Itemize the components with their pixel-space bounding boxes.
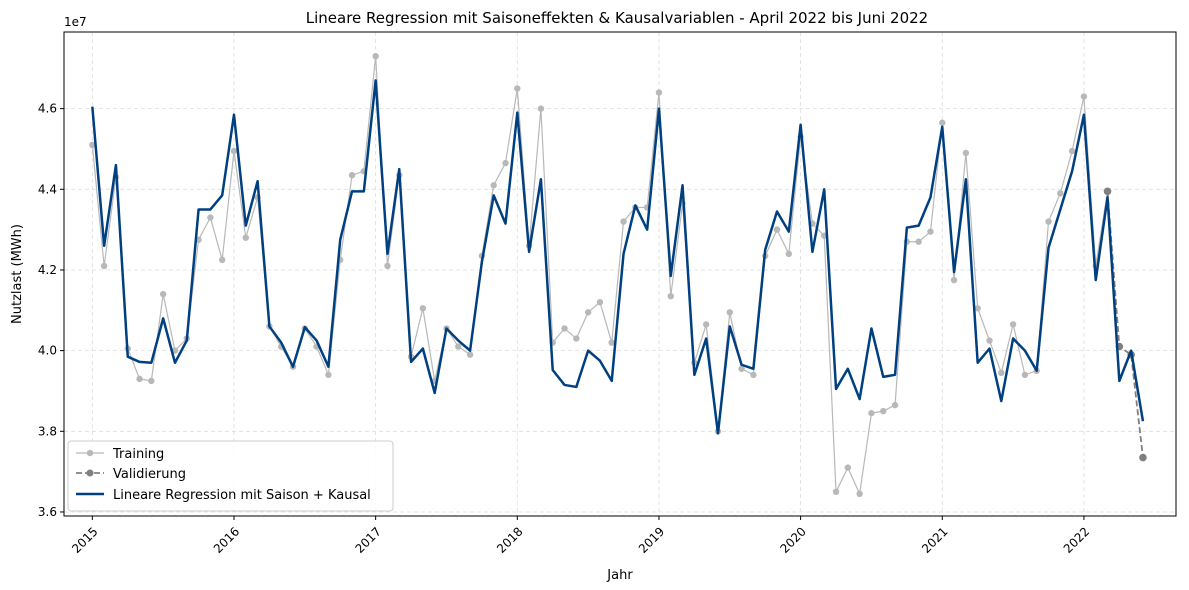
data-point-training	[372, 53, 379, 60]
data-point-training	[785, 250, 793, 258]
y-axis: 3.6 3.8 4.0 4.2 4.4 4.6	[38, 102, 64, 519]
data-point-validierung	[1139, 453, 1147, 462]
data-point-training	[490, 182, 497, 189]
y-tick-label: 3.6	[38, 505, 57, 519]
x-tick-label: 2022	[1061, 524, 1092, 555]
x-axis: 2015 2016 2017 2018 2019 2020 2021 2022	[69, 516, 1092, 556]
data-point-training	[89, 141, 96, 149]
data-point-training	[726, 309, 733, 316]
data-point-training	[1045, 218, 1052, 225]
y-tick-label: 4.6	[38, 102, 57, 116]
data-point-training	[207, 214, 214, 221]
data-point-training	[502, 159, 509, 167]
x-tick-label: 2017	[352, 524, 383, 555]
y-tick-label: 4.0	[38, 344, 57, 358]
data-point-training	[230, 147, 238, 155]
data-point-training	[702, 321, 710, 328]
data-point-training	[159, 290, 167, 298]
data-point-training	[596, 299, 604, 306]
legend-marker-training	[86, 449, 94, 457]
data-point-training	[620, 218, 627, 225]
series-line-training	[91, 55, 1109, 495]
data-point-training	[1009, 321, 1017, 328]
legend-label-regression: Lineare Regression mit Saison + Kausal	[113, 488, 371, 503]
data-point-training	[573, 335, 580, 342]
data-point-training	[561, 325, 568, 332]
y-tick-label: 3.8	[38, 424, 57, 438]
data-point-training	[880, 407, 887, 415]
data-point-training	[466, 351, 474, 358]
data-point-training	[1057, 190, 1064, 197]
chart-title: Lineare Regression mit Saisoneffekten & …	[306, 9, 928, 27]
legend-label-validierung: Validierung	[113, 467, 186, 482]
data-point-training	[844, 464, 852, 471]
data-point-training	[136, 375, 143, 383]
data-point-training	[608, 339, 615, 346]
data-point-training	[325, 371, 332, 379]
x-tick-label: 2018	[494, 524, 525, 555]
data-point-training	[537, 105, 545, 112]
data-point-training	[419, 305, 427, 312]
data-point-training	[974, 305, 981, 312]
series-layer	[89, 53, 1147, 498]
data-point-training	[750, 371, 757, 379]
y-axis-label: Nutzlast (MWh)	[10, 224, 25, 324]
data-point-training	[856, 490, 863, 498]
data-point-training	[148, 377, 155, 385]
legend-entry-training: Training	[76, 447, 164, 462]
x-tick-label: 2015	[69, 524, 100, 555]
data-point-training	[915, 238, 922, 245]
data-point-training	[1021, 371, 1029, 379]
x-tick-label: 2019	[636, 524, 667, 555]
data-point-training	[950, 276, 958, 284]
y-tick-label: 4.2	[38, 263, 57, 277]
legend-box	[67, 440, 394, 512]
legend-entry-validierung: Validierung	[76, 467, 186, 482]
data-point-training	[655, 89, 663, 96]
data-point-training	[1080, 93, 1088, 100]
legend-label-training: Training	[112, 447, 164, 462]
data-point-training	[738, 365, 745, 372]
data-point-training	[986, 337, 993, 344]
data-point-training	[939, 119, 946, 126]
data-point-training	[998, 369, 1005, 377]
data-point-training	[100, 262, 108, 270]
data-point-training	[218, 256, 226, 264]
data-point-training	[242, 234, 249, 241]
data-point-training	[868, 409, 875, 417]
x-tick-label: 2021	[919, 524, 950, 555]
data-point-training	[891, 401, 899, 409]
data-point-training	[514, 85, 521, 92]
series-line-regression	[91, 79, 1145, 435]
x-tick-label: 2016	[211, 524, 242, 555]
data-point-training	[832, 488, 840, 495]
data-point-training	[584, 309, 592, 316]
data-point-training	[384, 262, 391, 270]
x-tick-label: 2020	[777, 524, 808, 555]
data-point-training	[1068, 147, 1076, 155]
data-point-training	[455, 343, 462, 350]
legend-marker-validierung	[86, 469, 94, 477]
x-axis-label: Jahr	[606, 568, 633, 583]
legend-entry-regression: Lineare Regression mit Saison + Kausal	[76, 488, 371, 503]
y-offset-text: 1e7	[64, 15, 87, 29]
data-point-training	[348, 171, 356, 179]
series-line-validierung	[1106, 191, 1144, 458]
plot-frame	[63, 31, 1177, 517]
data-point-validierung	[1103, 187, 1112, 196]
data-point-training	[927, 228, 934, 235]
data-point-training	[773, 226, 781, 233]
y-tick-label: 4.4	[38, 182, 57, 196]
legend: Training Validierung Lineare Regression …	[67, 440, 394, 512]
data-point-training	[962, 149, 970, 157]
data-point-training	[667, 292, 674, 300]
